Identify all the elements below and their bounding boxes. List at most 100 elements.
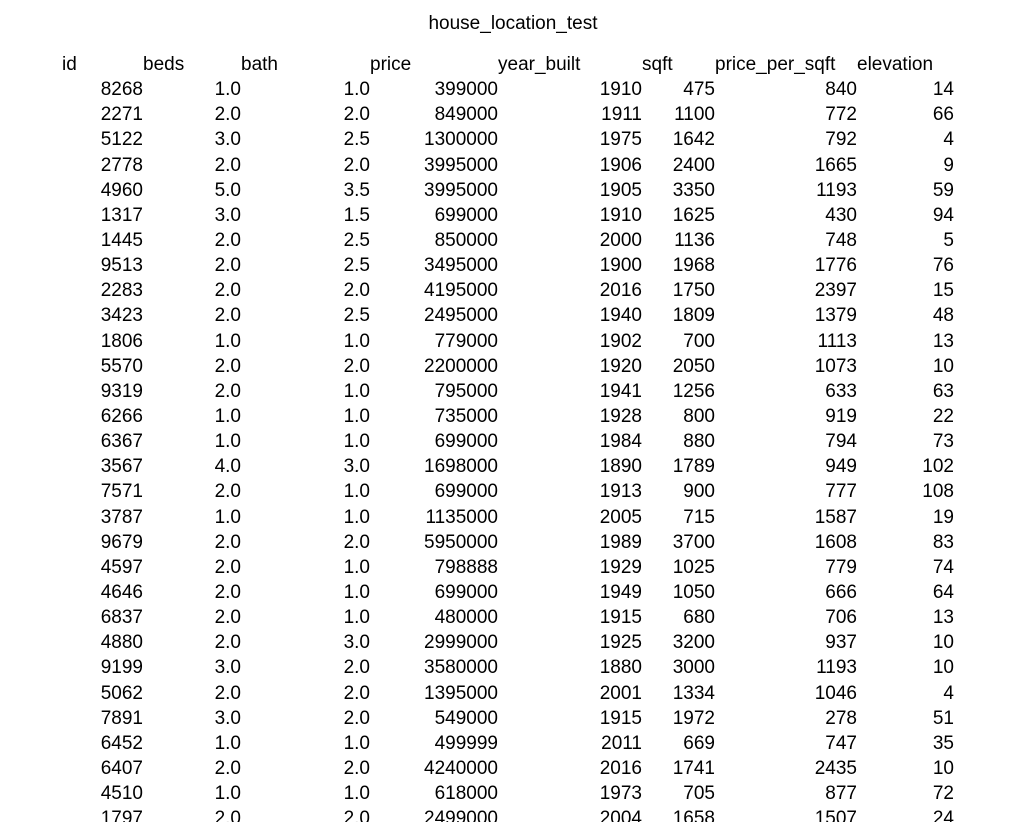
- cell-elevation: 5: [943, 230, 954, 252]
- column-header-sqft: sqft: [642, 54, 673, 76]
- cell-price: 2495000: [424, 305, 498, 327]
- cell-id: 1445: [100, 230, 143, 252]
- cell-id: 1317: [100, 204, 143, 226]
- cell-price-per-sqft: 1113: [817, 330, 857, 352]
- cell-sqft: 1050: [672, 582, 715, 604]
- cell-beds: 3.0: [214, 657, 241, 679]
- cell-id: 6367: [100, 431, 143, 453]
- cell-price: 3995000: [424, 179, 498, 201]
- cell-sqft: 669: [683, 732, 715, 754]
- cell-bath: 1.0: [343, 783, 370, 805]
- cell-bath: 2.0: [343, 104, 370, 126]
- cell-id: 1806: [100, 330, 143, 352]
- cell-sqft: 1100: [674, 104, 715, 126]
- cell-price: 3580000: [424, 657, 498, 679]
- cell-elevation: 22: [932, 406, 954, 428]
- cell-sqft: 680: [683, 607, 715, 629]
- cell-price: 2200000: [424, 355, 498, 377]
- cell-bath: 1.0: [343, 431, 370, 453]
- cell-price-per-sqft: 1665: [814, 154, 857, 176]
- cell-id: 8268: [100, 79, 143, 101]
- cell-beds: 2.0: [214, 531, 241, 553]
- cell-sqft: 1972: [672, 707, 715, 729]
- table-row: 4646 2.0 1.0 699000 1949 1050 666 64: [62, 580, 954, 605]
- cell-sqft: 475: [683, 79, 715, 101]
- cell-bath: 2.5: [343, 305, 370, 327]
- cell-beds: 2.0: [214, 305, 241, 327]
- cell-id: 2271: [100, 104, 143, 126]
- table-row: 5062 2.0 2.0 1395000 2001 1334 1046 4: [62, 681, 954, 706]
- cell-year-built: 1989: [599, 531, 642, 553]
- cell-year-built: 2016: [599, 758, 642, 779]
- cell-price: 850000: [434, 230, 498, 252]
- cell-price-per-sqft: 949: [825, 456, 857, 478]
- cell-bath: 1.0: [343, 79, 370, 101]
- cell-sqft: 880: [683, 431, 715, 453]
- cell-elevation: 66: [932, 104, 954, 126]
- cell-year-built: 1915: [599, 607, 642, 629]
- cell-beds: 3.0: [214, 129, 241, 151]
- cell-year-built: 2000: [599, 230, 642, 252]
- table-row: 1445 2.0 2.5 850000 2000 1136 748 5: [62, 228, 954, 253]
- table-row: 6407 2.0 2.0 4240000 2016 1741 2435 10: [62, 756, 954, 781]
- cell-price: 2999000: [424, 632, 498, 654]
- cell-bath: 1.0: [343, 481, 370, 503]
- cell-price-per-sqft: 430: [825, 204, 857, 226]
- table-row: 6266 1.0 1.0 735000 1928 800 919 22: [62, 404, 954, 429]
- cell-elevation: 59: [932, 179, 954, 201]
- cell-id: 9679: [100, 531, 143, 553]
- cell-price-per-sqft: 666: [825, 582, 857, 604]
- cell-sqft: 1136: [674, 230, 715, 252]
- cell-sqft: 3700: [672, 531, 715, 553]
- cell-price: 699000: [434, 582, 498, 604]
- table-row: 7571 2.0 1.0 699000 1913 900 777 108: [62, 479, 954, 504]
- cell-year-built: 1975: [599, 129, 642, 151]
- table-title: house_location_test: [428, 13, 598, 34]
- cell-price: 399000: [434, 79, 498, 101]
- cell-beds: 1.0: [214, 783, 241, 805]
- cell-bath: 1.0: [343, 506, 370, 528]
- cell-year-built: 1929: [599, 556, 642, 578]
- cell-bath: 3.0: [343, 456, 370, 478]
- cell-bath: 2.0: [343, 355, 370, 377]
- cell-year-built: 1973: [599, 783, 642, 805]
- cell-price-per-sqft: 1193: [816, 179, 857, 201]
- table-row: 5122 3.0 2.5 1300000 1975 1642 792 4: [62, 127, 954, 152]
- cell-id: 2778: [100, 154, 143, 176]
- cell-beds: 2.0: [214, 380, 241, 402]
- table-header: id beds bath price year_built sqft price…: [62, 52, 954, 77]
- cell-bath: 2.0: [343, 280, 370, 302]
- cell-bath: 1.0: [343, 582, 370, 604]
- cell-price: 618000: [434, 783, 498, 805]
- cell-elevation: 48: [932, 305, 954, 327]
- cell-sqft: 1334: [672, 682, 715, 704]
- cell-id: 4597: [100, 556, 143, 578]
- column-header-id: id: [62, 54, 77, 76]
- cell-id: 3423: [100, 305, 143, 327]
- cell-beds: 2.0: [214, 154, 241, 176]
- cell-beds: 1.0: [214, 406, 241, 428]
- cell-year-built: 1905: [599, 179, 642, 201]
- cell-price-per-sqft: 919: [825, 406, 857, 428]
- cell-year-built: 1941: [599, 380, 642, 402]
- cell-beds: 1.0: [214, 330, 241, 352]
- cell-price: 735000: [434, 406, 498, 428]
- cell-price-per-sqft: 1507: [814, 808, 857, 822]
- cell-price: 849000: [434, 104, 498, 126]
- cell-beds: 2.0: [214, 682, 241, 704]
- cell-year-built: 1900: [599, 255, 642, 277]
- table-row: 1806 1.0 1.0 779000 1902 700 1113 13: [62, 329, 954, 354]
- cell-id: 5122: [100, 129, 143, 151]
- cell-beds: 2.0: [214, 481, 241, 503]
- cell-bath: 1.0: [343, 330, 370, 352]
- table-row: 3787 1.0 1.0 1135000 2005 715 1587 19: [62, 505, 954, 530]
- table-row: 1317 3.0 1.5 699000 1910 1625 430 94: [62, 203, 954, 228]
- cell-price-per-sqft: 278: [825, 707, 857, 729]
- cell-elevation: 51: [932, 707, 954, 729]
- cell-price-per-sqft: 777: [825, 481, 857, 503]
- cell-elevation: 13: [932, 330, 954, 352]
- cell-sqft: 1658: [672, 808, 715, 822]
- cell-price-per-sqft: 1776: [814, 255, 857, 277]
- cell-elevation: 9: [943, 154, 954, 176]
- column-header-bath: bath: [241, 54, 278, 76]
